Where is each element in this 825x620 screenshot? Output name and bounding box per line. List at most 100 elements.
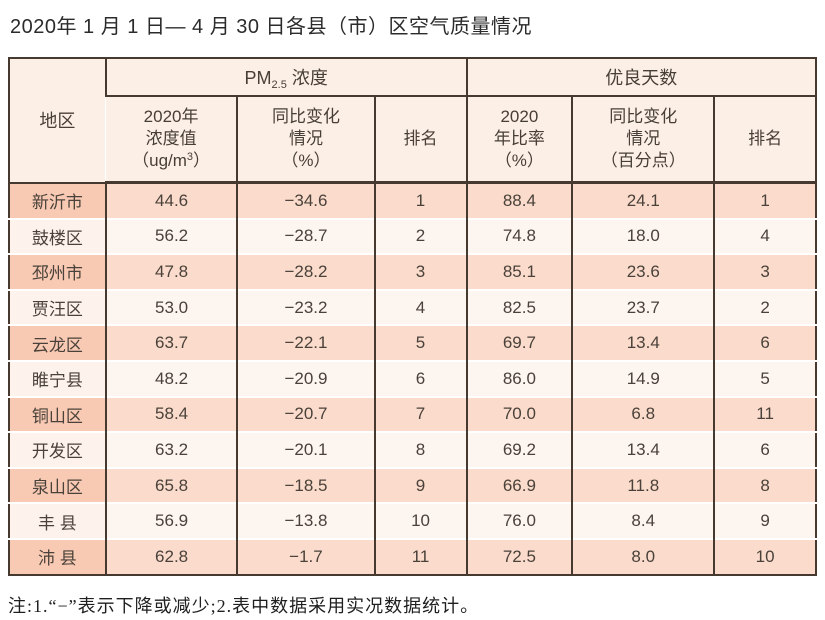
cell-pm-change: −28.2 [236,253,375,290]
column-header-pm-value: 2020年 浓度值 （ug/m3） [105,96,238,184]
table-row: 贾汪区 53.0 −23.2 4 82.5 23.7 2 [9,288,816,326]
cell-rate-rank: 9 [713,502,816,539]
cell-rate-rank: 6 [713,324,816,361]
cell-rate: 86.0 [465,359,573,397]
header-line: 同比变化 [609,106,678,126]
table-row: 丰 县 56.9 −13.8 10 76.0 8.4 9 [9,502,816,539]
column-group-pm25: PM2.5 浓度 [104,58,467,97]
cell-rate-rank: 2 [713,288,816,326]
header-line: 年比率 [493,128,545,148]
cell-pm-rank: 1 [373,181,467,219]
cell-pm-value: 56.2 [104,217,238,255]
cell-pm-value: 47.8 [104,253,238,290]
cell-pm-value: 63.2 [104,431,238,468]
air-quality-table: 地区 PM2.5 浓度 优良天数 2020年 浓度值 （ug/m3） 同比变化 … [8,57,817,576]
cell-pm-value: 63.7 [104,324,238,361]
table-row: 开发区 63.2 −20.1 8 69.2 13.4 6 [9,431,816,468]
unit-text: ） [193,151,211,171]
header-line: 浓度值 [145,128,197,148]
cell-pm-change: −28.7 [236,217,375,255]
column-header-pm-rank: 排名 [373,96,467,184]
header-sub-row: 2020年 浓度值 （ug/m3） 同比变化 情况 （%） 排名 2020 年比… [9,96,816,184]
cell-region: 鼓楼区 [9,217,106,255]
table-row: 沛 县 62.8 −1.7 11 72.5 8.0 10 [9,537,816,575]
cell-rate-rank: 10 [713,537,816,575]
cell-pm-value: 62.8 [104,537,238,575]
cell-region: 沛 县 [9,537,106,575]
column-header-rate-change: 同比变化 情况 （百分点） [571,96,715,184]
cell-pm-value: 58.4 [104,395,238,433]
cell-rate-rank: 5 [713,359,816,397]
table-row: 睢宁县 48.2 −20.9 6 86.0 14.9 5 [9,359,816,397]
cell-pm-change: −1.7 [236,537,375,575]
cell-rate: 85.1 [465,253,573,290]
cell-region: 邳州市 [9,253,106,290]
cell-rate-change: 18.0 [571,217,715,255]
cell-rate-change: 11.8 [571,466,715,504]
cell-pm-rank: 10 [373,502,467,539]
cell-rate-rank: 8 [713,466,816,504]
cell-rate-rank: 6 [713,431,816,468]
cell-pm-value: 53.0 [104,288,238,326]
header-line: （百分点） [600,151,686,171]
cell-rate-rank: 4 [713,217,816,255]
cell-pm-change: −34.6 [236,181,375,219]
header-line: 情况 [288,128,323,148]
cell-pm-change: −20.9 [236,359,375,397]
cell-pm-rank: 2 [373,217,467,255]
pm-label: PM [244,67,272,88]
cell-rate-rank: 3 [713,253,816,290]
cell-region: 开发区 [9,431,106,468]
unit-superscript: 3 [186,151,194,164]
cell-pm-value: 65.8 [104,466,238,504]
cell-rate-change: 13.4 [571,431,715,468]
cell-rate: 82.5 [465,288,573,326]
cell-rate: 69.2 [465,431,573,468]
cell-region: 云龙区 [9,324,106,361]
cell-region: 铜山区 [9,395,106,433]
column-group-good-days: 优良天数 [465,58,816,97]
cell-rate-change: 24.1 [571,181,715,219]
cell-rate-change: 6.8 [571,395,715,433]
cell-rate-change: 23.6 [571,253,715,290]
cell-rate: 76.0 [465,502,573,539]
table-row: 泉山区 65.8 −18.5 9 66.9 11.8 8 [9,466,816,504]
header-line: （%） [494,151,544,171]
cell-rate-change: 23.7 [571,288,715,326]
cell-pm-rank: 11 [373,537,467,575]
cell-rate-change: 8.0 [571,537,715,575]
cell-rate: 69.7 [465,324,573,361]
header-line: 情况 [626,128,661,148]
cell-region: 贾汪区 [9,288,106,326]
column-header-rate-rank: 排名 [713,96,816,184]
cell-rate: 70.0 [465,395,573,433]
cell-rate: 74.8 [465,217,573,255]
table-row: 铜山区 58.4 −20.7 7 70.0 6.8 11 [9,395,816,433]
cell-pm-rank: 5 [373,324,467,361]
header-line: （%） [281,151,331,171]
cell-rate-change: 13.4 [571,324,715,361]
cell-pm-change: −20.1 [236,431,375,468]
cell-pm-change: −13.8 [236,502,375,539]
cell-pm-value: 56.9 [104,502,238,539]
cell-region: 泉山区 [9,466,106,504]
column-header-rate: 2020 年比率 （%） [465,96,573,184]
cell-rate-change: 14.9 [571,359,715,397]
cell-pm-change: −18.5 [236,466,375,504]
table-row: 邳州市 47.8 −28.2 3 85.1 23.6 3 [9,253,816,290]
unit-text: （ug/m [132,151,187,171]
cell-rate: 72.5 [465,537,573,575]
table-row: 鼓楼区 56.2 −28.7 2 74.8 18.0 4 [9,217,816,255]
table-header: 地区 PM2.5 浓度 优良天数 2020年 浓度值 （ug/m3） 同比变化 … [9,58,816,184]
cell-rate-rank: 1 [713,181,816,219]
table-row: 云龙区 63.7 −22.1 5 69.7 13.4 6 [9,324,816,361]
cell-pm-change: −23.2 [236,288,375,326]
pm-subscript: 2.5 [271,78,287,91]
cell-pm-rank: 4 [373,288,467,326]
cell-region: 丰 县 [9,502,106,539]
cell-pm-rank: 7 [373,395,467,433]
table-row: 新沂市 44.6 −34.6 1 88.4 24.1 1 [9,181,816,219]
cell-pm-value: 44.6 [104,181,238,219]
cell-pm-change: −22.1 [236,324,375,361]
